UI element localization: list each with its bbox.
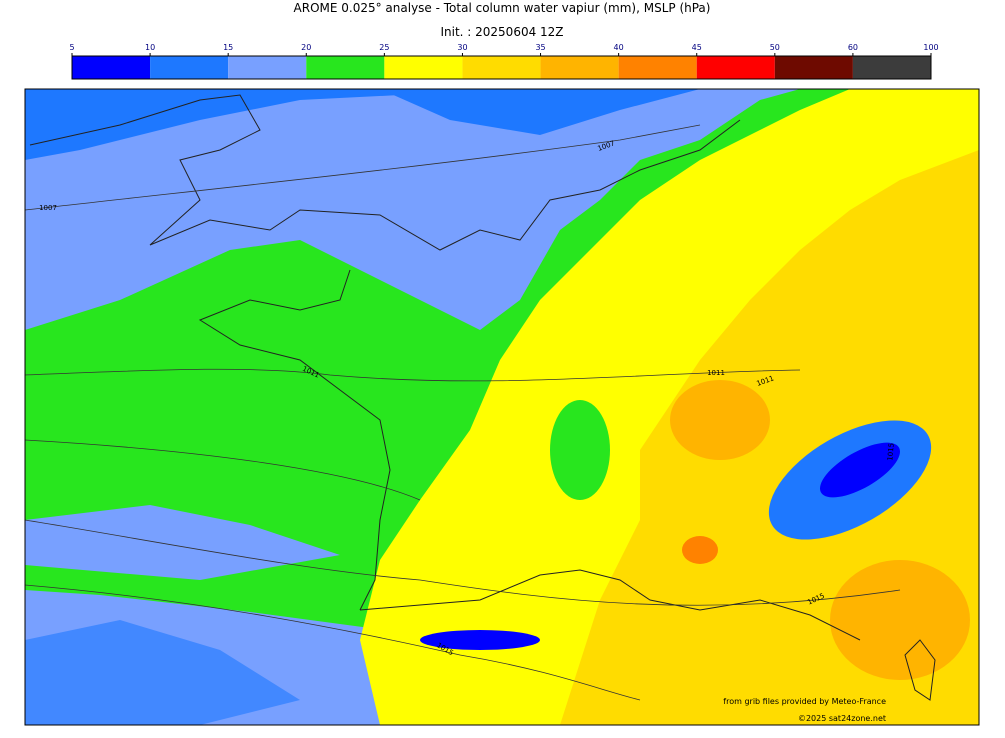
credit: ©2025 sat24zone.net [798, 714, 886, 723]
colorbar-swatch [72, 56, 151, 79]
field-patch [682, 536, 718, 564]
field-patch [830, 560, 970, 680]
isobar-label: 1007 [39, 204, 57, 212]
colorbar-tick-label: 40 [614, 43, 624, 52]
field-patch [380, 89, 700, 135]
field-patch [420, 630, 540, 650]
colorbar-tick-label: 45 [692, 43, 702, 52]
colorbar: 5 10 15 20 25 30 35 40 45 50 60 100 [69, 43, 939, 80]
colorbar-tick-label: 50 [770, 43, 780, 52]
field-patch [670, 380, 770, 460]
field-patch [25, 505, 340, 580]
colorbar-tick-label: 60 [848, 43, 858, 52]
isobar-label: 1015 [886, 443, 896, 461]
colorbar-swatch [774, 56, 853, 79]
colorbar-tick-label: 30 [457, 43, 467, 52]
coastlines [29, 94, 936, 701]
colorbar-swatch [384, 56, 463, 79]
colorbar-tick-label: 5 [69, 43, 74, 52]
credit: from grib files provided by Meteo-France [723, 697, 886, 706]
init-time: Init. : 20250604 12Z [440, 25, 563, 39]
map: 1007 1007 1011 1011 1011 1015 1015 1015 … [24, 88, 980, 726]
title: AROME 0.025° analyse - Total column wate… [294, 1, 711, 15]
colorbar-tick-label: 25 [379, 43, 389, 52]
map-frame [24, 88, 980, 726]
colorbar-swatch [696, 56, 775, 79]
field-patch [25, 89, 480, 160]
colorbar-swatch [306, 56, 385, 79]
colorbar-swatch [852, 56, 931, 79]
colorbar-swatch [150, 56, 229, 79]
colorbar-swatch [462, 56, 541, 79]
colorbar-swatch [228, 56, 307, 79]
colorbar-swatch [618, 56, 697, 79]
colorbar-tick-label: 100 [923, 43, 938, 52]
field-patch [820, 442, 900, 498]
colorbar-swatch [540, 56, 619, 79]
colorbar-frame [71, 55, 932, 80]
colorbar-tick-label: 35 [535, 43, 545, 52]
colorbar-tick-label: 15 [223, 43, 233, 52]
isobars [25, 124, 901, 701]
colorbar-tick-label: 20 [301, 43, 311, 52]
field-patch [25, 620, 300, 725]
colorbar-tick-label: 10 [145, 43, 155, 52]
field-patch [550, 400, 610, 500]
isobar-label: 1011 [707, 369, 725, 377]
